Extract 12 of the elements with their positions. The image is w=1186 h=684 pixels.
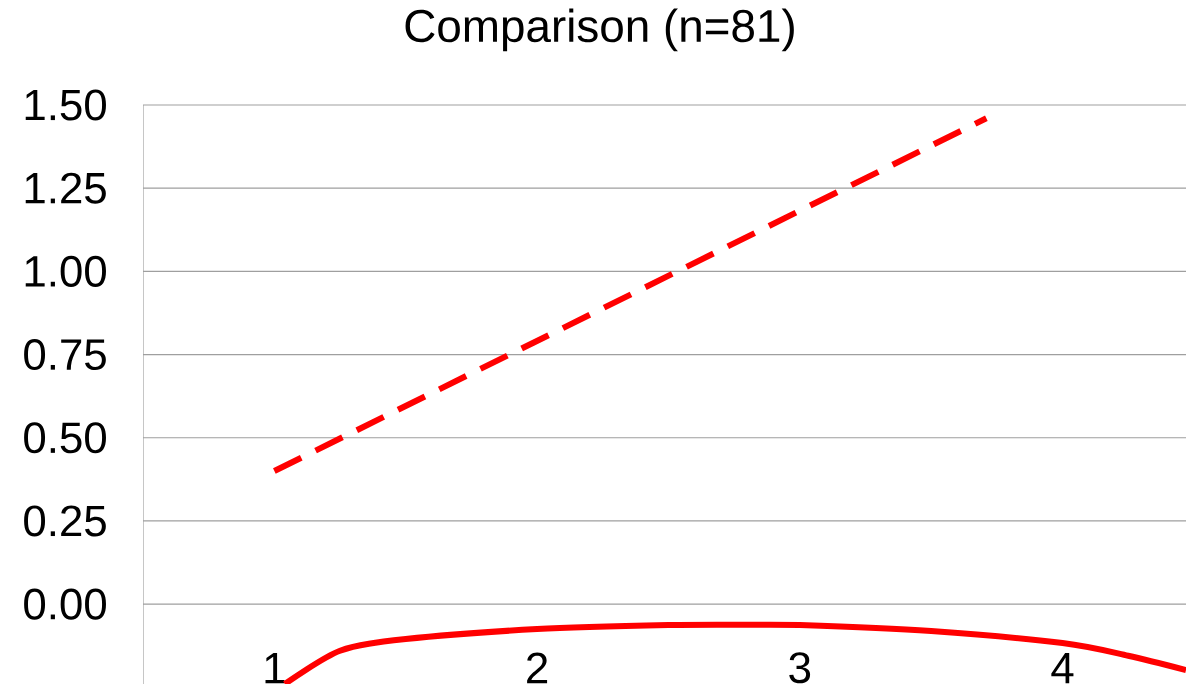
chart-title: Comparison (n=81)	[405, 8, 794, 52]
y-tick-label: 0.50	[24, 422, 106, 454]
y-tick-label: 1.25	[25, 172, 106, 204]
x-tick-label: 1	[265, 653, 285, 684]
x-tick-label: 3	[789, 652, 811, 684]
y-tick-label: 0.75	[24, 339, 106, 371]
y-tick-label: 0.25	[24, 505, 106, 537]
y-tick-label: 0.00	[24, 588, 106, 620]
y-tick-label: 1.50	[25, 89, 106, 121]
x-tick-label: 2	[527, 652, 548, 684]
y-tick-label: 1.00	[25, 255, 106, 287]
x-tick-label: 4	[1051, 653, 1074, 684]
